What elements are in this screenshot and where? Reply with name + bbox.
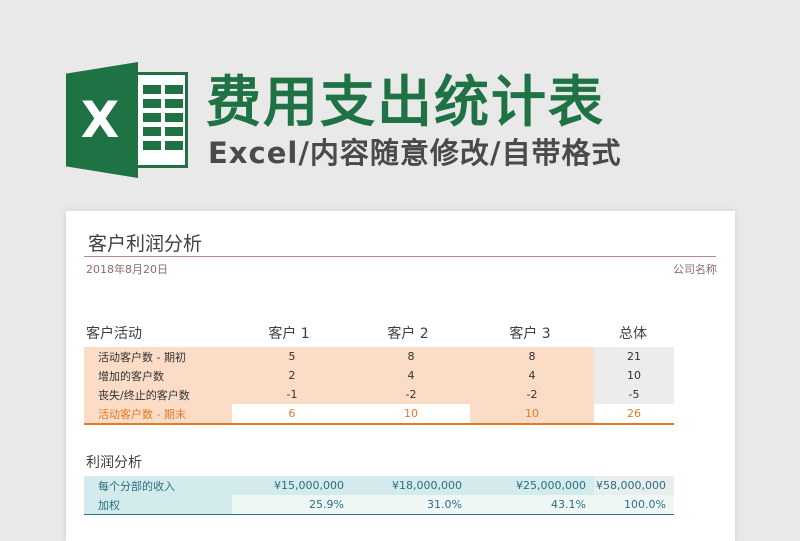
activity-section-label[interactable]: 客户活动 [86,326,142,342]
cell[interactable]: 10 [470,404,594,425]
total-cell[interactable]: 100.0% [594,495,674,515]
table-row: 活动客户数 - 期末 6 10 10 26 [84,404,674,425]
excel-x-letter: X [80,91,120,149]
cell[interactable]: ¥15,000,000 [232,476,352,495]
cell[interactable]: 4 [352,366,470,385]
total-cell[interactable]: ¥58,000,000 [594,476,674,495]
table-row: 丧失/终止的客户数 -1 -2 -2 -5 [84,385,674,404]
report-date[interactable]: 2018年8月20日 [86,263,168,276]
title-divider [84,256,716,257]
row-label[interactable]: 增加的客户数 [84,366,232,385]
total-cell[interactable]: 10 [594,366,674,385]
cell[interactable]: 31.0% [352,495,470,515]
report-title[interactable]: 客户利润分析 [88,233,203,255]
cell[interactable]: 5 [232,347,352,366]
table-row: 每个分部的收入 ¥15,000,000 ¥18,000,000 ¥25,000,… [84,476,674,495]
table-row: 活动客户数 - 期初 5 8 8 21 [84,347,674,366]
cell[interactable]: 43.1% [470,495,594,515]
table-row: 增加的客户数 2 4 4 10 [84,366,674,385]
total-cell[interactable]: -5 [594,385,674,404]
company-name[interactable]: 公司名称 [673,263,717,276]
profit-table: 每个分部的收入 ¥15,000,000 ¥18,000,000 ¥25,000,… [84,476,674,515]
cell[interactable]: 10 [352,404,470,425]
total-cell[interactable]: 21 [594,347,674,366]
profit-section-label[interactable]: 利润分析 [86,455,142,471]
page-title: 费用支出统计表 [206,70,606,134]
excel-book-shape [66,62,138,178]
column-header-customer-3[interactable]: 客户 3 [509,326,551,342]
row-label[interactable]: 每个分部的收入 [84,476,232,495]
cell[interactable]: 2 [232,366,352,385]
cell[interactable]: -2 [352,385,470,404]
cell[interactable]: 6 [232,404,352,425]
cell[interactable]: 8 [352,347,470,366]
table-row: 加权 25.9% 31.0% 43.1% 100.0% [84,495,674,515]
excel-logo-icon: X [66,62,194,178]
row-label[interactable]: 活动客户数 - 期初 [84,347,232,366]
cell[interactable]: 8 [470,347,594,366]
row-label[interactable]: 丧失/终止的客户数 [84,385,232,404]
row-label[interactable]: 加权 [84,495,232,515]
activity-table: 活动客户数 - 期初 5 8 8 21 增加的客户数 2 4 4 10 丧失/终… [84,347,674,425]
cell[interactable]: 4 [470,366,594,385]
column-header-total[interactable]: 总体 [619,326,647,342]
row-label[interactable]: 活动客户数 - 期末 [84,404,232,425]
cell[interactable]: -1 [232,385,352,404]
cell[interactable]: ¥18,000,000 [352,476,470,495]
total-cell[interactable]: 26 [594,404,674,425]
cell[interactable]: ¥25,000,000 [470,476,594,495]
page-subtitle: Excel/内容随意修改/自带格式 [208,136,622,170]
cell[interactable]: 25.9% [232,495,352,515]
cell[interactable]: -2 [470,385,594,404]
column-header-customer-1[interactable]: 客户 1 [268,326,310,342]
report-card: 客户利润分析 2018年8月20日 公司名称 客户活动 客户 1 客户 2 客户… [66,211,735,541]
column-header-customer-2[interactable]: 客户 2 [387,326,429,342]
